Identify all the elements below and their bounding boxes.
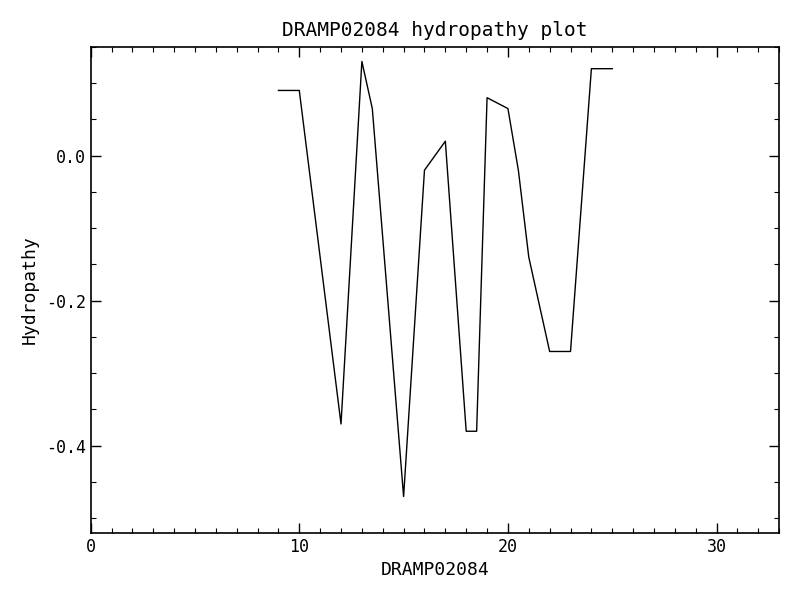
X-axis label: DRAMP02084: DRAMP02084 [381, 561, 490, 579]
Title: DRAMP02084 hydropathy plot: DRAMP02084 hydropathy plot [282, 21, 588, 40]
Y-axis label: Hydropathy: Hydropathy [21, 235, 39, 344]
